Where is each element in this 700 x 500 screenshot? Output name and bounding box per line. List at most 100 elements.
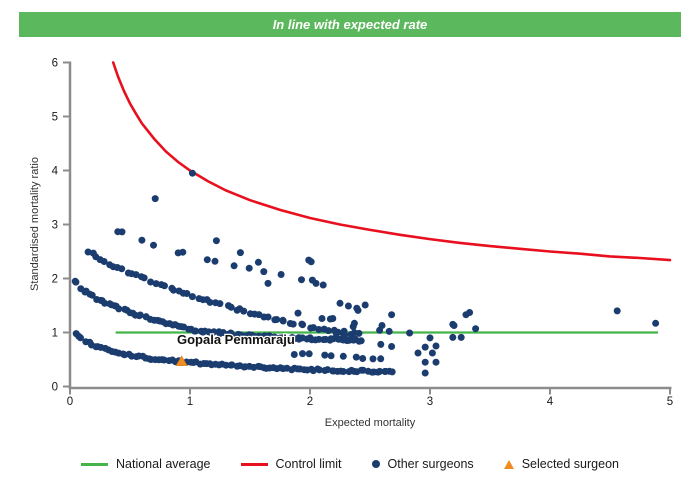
other-surgeon-point xyxy=(136,311,144,319)
y-tick-label: 1 xyxy=(52,328,58,340)
other-surgeon-point xyxy=(188,169,196,177)
axes: 0 1 2 3 4 5 6 0 1 2 3 4 5 xyxy=(52,58,674,409)
legend-item-national-average: National average xyxy=(81,457,211,471)
other-surgeon-point xyxy=(450,322,458,329)
other-surgeon-point xyxy=(203,256,211,264)
selected-surgeon-marker xyxy=(175,355,188,366)
status-banner: In line with expected rate xyxy=(19,12,681,37)
other-surgeon-point xyxy=(245,264,253,272)
other-surgeon-point xyxy=(299,350,306,358)
other-surgeon-point xyxy=(299,321,307,329)
other-surgeon-point xyxy=(329,315,337,322)
other-surgeon-point xyxy=(388,343,396,350)
other-surgeon-point xyxy=(652,319,660,327)
other-surgeon-point xyxy=(277,271,285,278)
other-surgeon-point xyxy=(115,305,123,313)
control-limit-curve xyxy=(111,61,672,262)
other-surgeon-point xyxy=(428,349,436,357)
other-surgeon-point xyxy=(264,279,272,287)
y-tick-label: 3 xyxy=(52,220,58,232)
other-surgeon-point xyxy=(161,282,168,290)
other-surgeon-point xyxy=(613,307,621,315)
other-surgeon-point xyxy=(406,329,414,337)
other-surgeon-point xyxy=(421,358,429,366)
legend-item-control-limit: Control limit xyxy=(240,457,342,471)
other-surgeon-point xyxy=(382,367,390,375)
x-tick-label: 4 xyxy=(547,396,554,408)
other-surgeon-point xyxy=(432,358,440,366)
other-surgeon-point xyxy=(179,248,187,256)
other-surgeon-point xyxy=(457,333,465,341)
other-surgeon-point xyxy=(183,290,191,297)
other-surgeon-point xyxy=(271,333,279,341)
x-tick-label: 1 xyxy=(187,396,193,408)
selected-surgeon-triangle xyxy=(175,355,188,366)
other-surgeon-point xyxy=(147,278,155,286)
other-surgeon-point xyxy=(240,307,248,315)
y-tick-label: 6 xyxy=(52,58,58,70)
y-tick-label: 5 xyxy=(52,112,58,124)
other-surgeon-point xyxy=(264,313,272,321)
other-surgeon-point xyxy=(309,324,317,332)
other-surgeon-point xyxy=(273,316,281,323)
other-surgeon-point xyxy=(432,342,440,350)
other-surgeon-point xyxy=(210,328,218,336)
other-surgeon-point xyxy=(385,327,393,335)
other-surgeon-point xyxy=(414,349,422,357)
x-tick-label: 2 xyxy=(307,396,313,408)
other-surgeon-point xyxy=(354,306,362,314)
other-surgeon-point xyxy=(279,317,287,325)
other-surgeon-point xyxy=(305,350,313,358)
y-tick-label: 4 xyxy=(52,166,59,178)
other-surgeon-point xyxy=(290,351,298,358)
other-surgeon-point xyxy=(426,334,434,342)
other-surgeon-point xyxy=(138,236,146,244)
x-tick-label: 0 xyxy=(67,396,73,408)
other-surgeon-point xyxy=(318,315,326,322)
other-surgeon-point xyxy=(228,361,236,369)
other-surgeon-point xyxy=(308,276,316,284)
other-surgeon-point xyxy=(388,311,396,319)
other-surgeon-point xyxy=(369,355,377,363)
other-surgeon-point xyxy=(357,337,365,345)
other-surgeon-point xyxy=(315,326,323,333)
other-surgeon-point xyxy=(377,355,385,363)
other-surgeon-point xyxy=(324,327,332,335)
other-surgeon-point xyxy=(227,303,235,311)
other-surgeon-point xyxy=(216,300,224,308)
other-surgeon-point xyxy=(388,368,396,376)
other-surgeon-point xyxy=(151,195,159,203)
other-surgeon-point xyxy=(472,325,480,333)
other-surgeon-point xyxy=(377,340,385,348)
other-surgeon-point xyxy=(376,367,384,375)
other-surgeon-point xyxy=(361,301,369,309)
other-surgeon-point xyxy=(84,248,92,256)
other-surgeon-point xyxy=(212,237,220,245)
other-surgeon-point xyxy=(118,265,126,273)
other-surgeon-point xyxy=(352,353,360,361)
other-surgeon-point xyxy=(298,276,305,284)
other-surgeon-point xyxy=(307,258,315,266)
y-axis-title: Standardised mortality ratio xyxy=(29,157,41,291)
chart-legend: National average Control limit Other sur… xyxy=(0,457,700,471)
status-banner-text: In line with expected rate xyxy=(272,17,428,32)
other-surgeon-point xyxy=(378,322,386,329)
other-surgeon-point xyxy=(344,302,352,310)
other-surgeon-point xyxy=(77,334,84,342)
other-surgeon-point xyxy=(466,309,474,316)
legend-label: Selected surgeon xyxy=(521,457,619,471)
other-surgeon-point xyxy=(355,329,363,337)
other-surgeon-point xyxy=(336,299,344,307)
other-surgeon-point xyxy=(132,271,140,279)
other-surgeon-point xyxy=(332,330,340,338)
other-surgeon-point xyxy=(100,258,108,265)
x-tick-label: 3 xyxy=(427,396,433,408)
national-average-line-swatch xyxy=(81,462,108,466)
other-surgeon-point xyxy=(289,320,297,328)
other-surgeon-point xyxy=(359,355,367,362)
y-tick-label: 0 xyxy=(52,382,58,394)
legend-label: National average xyxy=(116,457,211,471)
other-surgeon-point xyxy=(254,258,262,266)
other-surgeon-point xyxy=(327,352,335,360)
other-surgeon-point xyxy=(449,333,457,341)
